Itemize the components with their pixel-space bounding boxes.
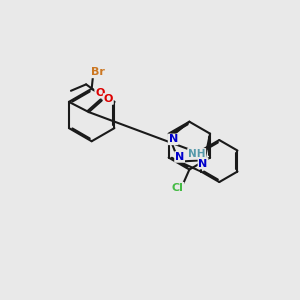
Text: Br: Br <box>92 68 105 77</box>
Text: NH: NH <box>188 149 206 159</box>
Text: O: O <box>95 88 104 98</box>
Text: Cl: Cl <box>172 183 184 193</box>
Text: N: N <box>175 152 184 162</box>
Text: N: N <box>198 159 208 169</box>
Text: O: O <box>103 94 113 104</box>
Text: N: N <box>169 134 178 144</box>
